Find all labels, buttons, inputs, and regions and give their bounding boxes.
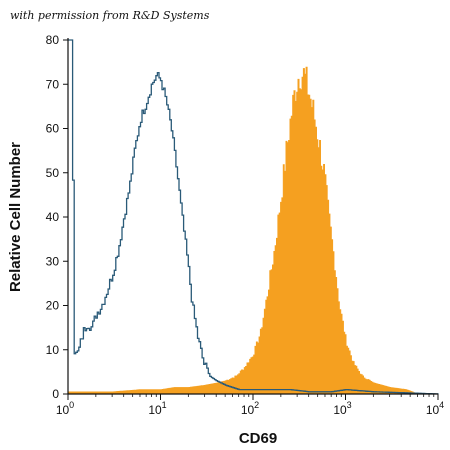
x-tick-label: 104 <box>426 400 444 417</box>
y-tick-label: 80 <box>46 33 60 47</box>
series-layer <box>67 39 439 395</box>
axes-layer <box>67 38 438 395</box>
series-outline-histogram <box>68 39 439 395</box>
y-tick-label: 70 <box>46 77 60 91</box>
y-tick-label: 50 <box>46 166 60 180</box>
series-filled-histogram <box>67 66 418 395</box>
x-tick-label: 102 <box>241 400 259 417</box>
y-tick-label: 0 <box>52 387 59 401</box>
x-tick-label: 100 <box>56 400 74 417</box>
y-axis-title: Relative Cell Number <box>7 142 24 292</box>
x-tick-label: 101 <box>148 400 166 417</box>
y-tick-label: 20 <box>46 299 60 313</box>
y-tick-label: 10 <box>46 343 60 357</box>
permission-watermark: with permission from R&D Systems <box>10 9 210 22</box>
x-tick-label: 103 <box>333 400 351 417</box>
x-axis-title: CD69 <box>239 430 277 447</box>
y-ticks: 0 10 20 30 40 50 60 70 80 <box>46 33 68 401</box>
x-ticks: 100 101 102 103 104 <box>56 394 444 417</box>
y-tick-label: 30 <box>46 254 60 268</box>
y-tick-label: 60 <box>46 122 60 136</box>
y-tick-label: 40 <box>46 210 60 224</box>
